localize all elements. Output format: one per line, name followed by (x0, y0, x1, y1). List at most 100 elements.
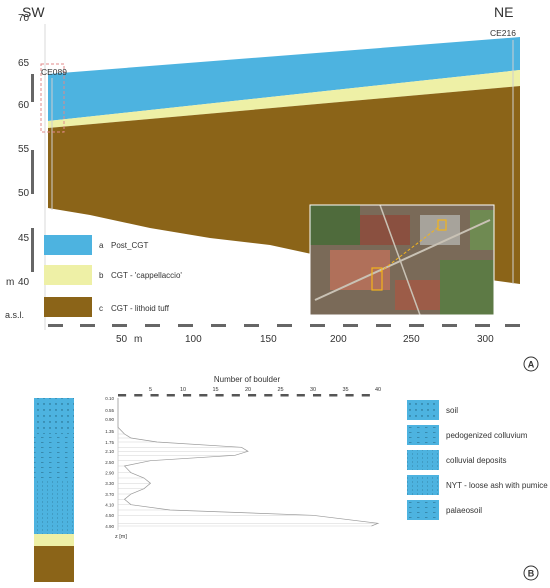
legend-label-post-cgt: Post_CGT (111, 241, 148, 250)
legend-b-label-colluvial: colluvial deposits (446, 456, 506, 465)
distance-scale-bar (48, 324, 520, 327)
legend-letter-a: a (99, 241, 104, 250)
layer-post-cgt (48, 37, 520, 121)
elev-tick-50: 50 (18, 188, 30, 199)
legend-b-swatch-palaeosoil (407, 500, 439, 520)
direction-sw: SW (22, 4, 45, 20)
depth-tick-label: 4.10 (105, 502, 114, 507)
depth-tick-label: 0.90 (105, 417, 114, 422)
aerial-photo-inset (309, 204, 495, 316)
x-axis-bar-segment (296, 394, 305, 397)
depth-tick-label: 2.10 (105, 449, 114, 454)
depth-tick-label: 2.50 (105, 460, 114, 465)
column-pedogenized-colluvium (34, 434, 74, 479)
panel-label-b-circle (523, 565, 539, 581)
distance-tick-200: 200 (330, 334, 347, 345)
borehole-ce216-label: CE216 (490, 28, 516, 38)
x-tick-label: 35 (342, 387, 348, 393)
distance-tick-250: 250 (403, 334, 420, 345)
chart-x-axis-bar (118, 394, 370, 397)
depth-unit-label: z [m] (115, 534, 127, 540)
elev-tick-55: 55 (18, 144, 30, 155)
elev-tick-65: 65 (18, 58, 30, 69)
legend-panel-a: a Post_CGT b CGT - 'cappellaccio' c CGT … (44, 235, 182, 317)
column-soil (34, 398, 74, 434)
panel-label-a: A (528, 360, 535, 370)
legend-swatch-lithoid-tuff (44, 297, 92, 317)
chart-grid-lines (118, 433, 378, 527)
x-tick-label: 30 (310, 387, 316, 393)
depth-tick-label: 1.35 (105, 429, 114, 434)
depth-tick-label: 0.55 (105, 408, 114, 413)
x-tick-label: 10 (180, 387, 186, 393)
legend-swatch-post-cgt (44, 235, 92, 255)
legend-b-label-pedogenized: pedogenized colluvium (446, 431, 528, 440)
depth-tick-label: 3.70 (105, 492, 114, 497)
panel-label-a-circle (523, 356, 539, 372)
distance-tick-150: 150 (260, 334, 277, 345)
x-axis-bar-segment (264, 394, 273, 397)
legend-panel-b: soil pedogenized colluvium colluvial dep… (407, 400, 548, 520)
panel-label-b: B (528, 569, 535, 579)
depth-tick-label: 3.30 (105, 481, 114, 486)
legend-swatch-cappellaccio (44, 265, 92, 285)
highlight-box-ce089 (40, 63, 65, 133)
legend-b-swatch-pedogenized (407, 425, 439, 445)
elev-unit-m: m (6, 277, 14, 288)
x-axis-bar-segment (313, 394, 322, 397)
elev-unit-asl: a.s.l. (5, 310, 24, 320)
chart-x-ticks: 5 10 15 20 25 30 35 40 (149, 387, 381, 393)
x-tick-label: 20 (245, 387, 251, 393)
legend-letter-c: c (99, 304, 103, 313)
distance-unit: m (134, 334, 142, 345)
stratigraphic-column (34, 398, 74, 582)
column-cappellaccio (34, 534, 74, 546)
depth-tick-label: 4.50 (105, 513, 114, 518)
elevation-scale-bar (31, 74, 34, 272)
distance-tick-50: 50 (116, 334, 128, 345)
x-axis-bar-segment (183, 394, 192, 397)
x-axis-bar-segment (150, 394, 159, 397)
x-axis-bar-segment (280, 394, 289, 397)
legend-letter-b: b (99, 271, 104, 280)
legend-b-label-nyt: NYT - loose ash with pumice (446, 481, 548, 490)
distance-tick-300: 300 (477, 334, 494, 345)
x-axis-bar-segment (248, 394, 257, 397)
x-axis-bar-segment (361, 394, 370, 397)
depth-tick-label: 2.90 (105, 470, 114, 475)
legend-label-lithoid-tuff: CGT - lithoid tuff (111, 304, 170, 313)
x-axis-bar-segment (231, 394, 240, 397)
x-axis-bar-segment (329, 394, 338, 397)
x-axis-bar-segment (118, 394, 127, 397)
column-lithoid-tuff (34, 546, 74, 582)
chart-depth-ticks: 0.10 0.55 0.90 1.35 1.75 2.10 2.50 2.90 3.30 3.70… (105, 396, 114, 529)
x-tick-label: 5 (149, 387, 152, 393)
layer-cappellaccio (48, 70, 520, 128)
elev-tick-45: 45 (18, 233, 30, 244)
elev-tick-40: 40 (18, 277, 30, 288)
x-tick-label: 15 (212, 387, 218, 393)
x-axis-bar-segment (215, 394, 224, 397)
legend-label-cappellaccio: CGT - 'cappellaccio' (111, 271, 182, 280)
elev-tick-70: 70 (18, 13, 30, 24)
chart-x-axis-title: Number of boulder (214, 375, 281, 384)
column-colluvial-deposits (34, 479, 74, 534)
panel-b: Number of boulder 5 10 15 20 25 30 35 40 0.100.… (34, 375, 548, 582)
legend-b-swatch-colluvial (407, 450, 439, 470)
x-axis-bar-segment (166, 394, 175, 397)
direction-ne: NE (494, 4, 513, 20)
depth-tick-label: 1.75 (105, 440, 114, 445)
x-axis-bar-segment (199, 394, 208, 397)
depth-tick-label: 4.90 (105, 524, 114, 529)
elev-tick-60: 60 (18, 100, 30, 111)
borehole-ce089-label: CE089 (41, 67, 67, 77)
legend-b-label-palaeosoil: palaeosoil (446, 506, 482, 515)
boulder-count-line (117, 398, 380, 527)
distance-tick-100: 100 (185, 334, 202, 345)
depth-tick-label: 0.10 (105, 396, 114, 401)
legend-b-swatch-nyt (407, 475, 439, 495)
panel-a-cross-section: 70 65 60 55 50 45 40 m a.s.l. SW NE CE08… (5, 4, 539, 372)
x-axis-bar-segment (345, 394, 354, 397)
x-tick-label: 25 (277, 387, 283, 393)
